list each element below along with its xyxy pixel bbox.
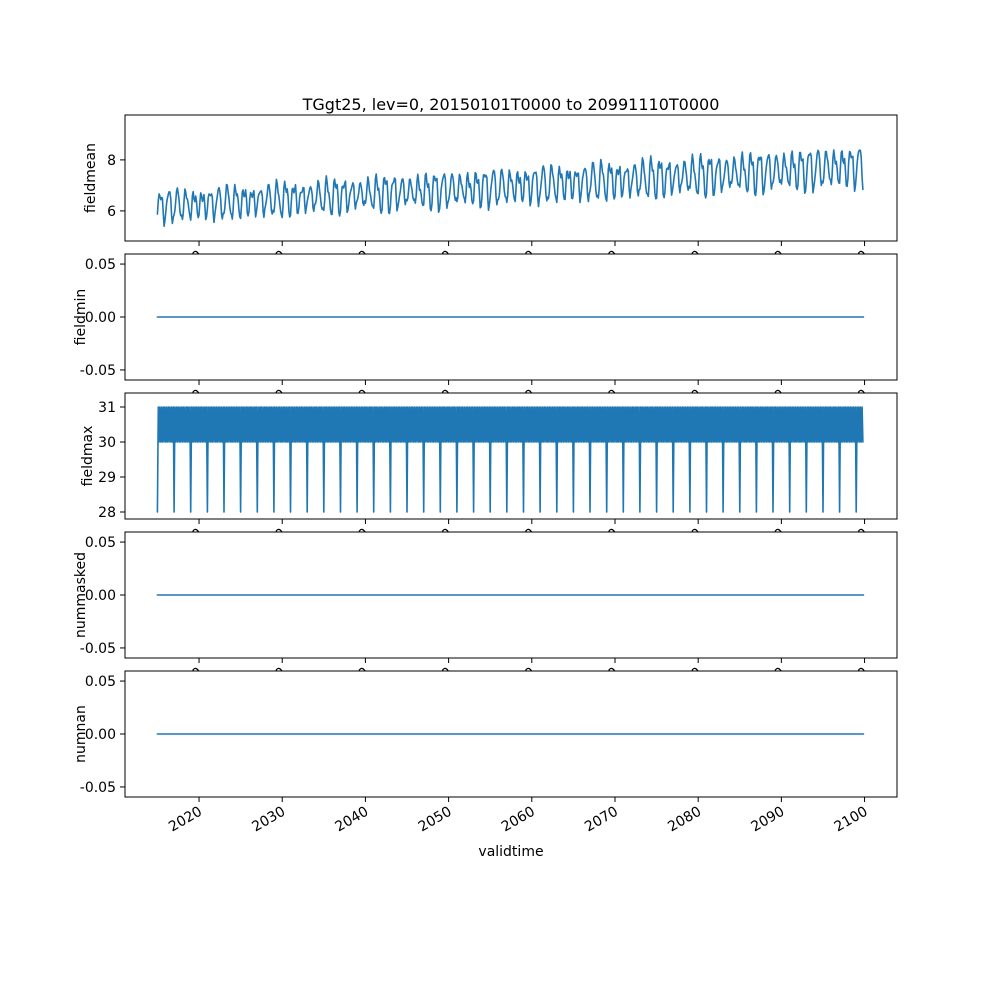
data-line-fieldmean [156,149,864,227]
y-tick-label: 0.05 [85,257,116,273]
y-tick-label: 8 [107,153,116,169]
y-axis-label-fieldmean: fieldmean [83,143,99,213]
y-tick-label: 0.05 [85,674,116,690]
y-tick-label: 0.00 [85,727,116,743]
chart-title: TGgt25, lev=0, 20150101T0000 to 20991110… [302,95,720,114]
y-tick-label: 0.05 [85,535,116,551]
y-axis-label-nummasked: nummasked [73,552,89,638]
y-tick-label: 6 [107,204,116,220]
data-line-fieldmax [156,406,864,513]
y-tick-label: 29 [98,470,116,486]
y-axis-label-fieldmin: fieldmin [73,289,89,346]
y-tick-label: 0.00 [85,588,116,604]
axes-frame-fieldmax [124,392,898,520]
y-axis-label-fieldmax: fieldmax [80,426,96,487]
y-tick-label: 30 [98,435,116,451]
y-tick-label: 0.00 [85,310,116,326]
y-tick-label: -0.05 [80,363,116,379]
x-axis-label: validtime [478,844,543,860]
axes-frame-fieldmean [124,114,898,242]
y-axis-label-numnan: numnan [73,705,89,763]
y-tick-label: -0.05 [80,641,116,657]
y-tick-label: -0.05 [80,780,116,796]
y-tick-label: 28 [98,505,116,521]
y-tick-label: 31 [98,400,116,416]
